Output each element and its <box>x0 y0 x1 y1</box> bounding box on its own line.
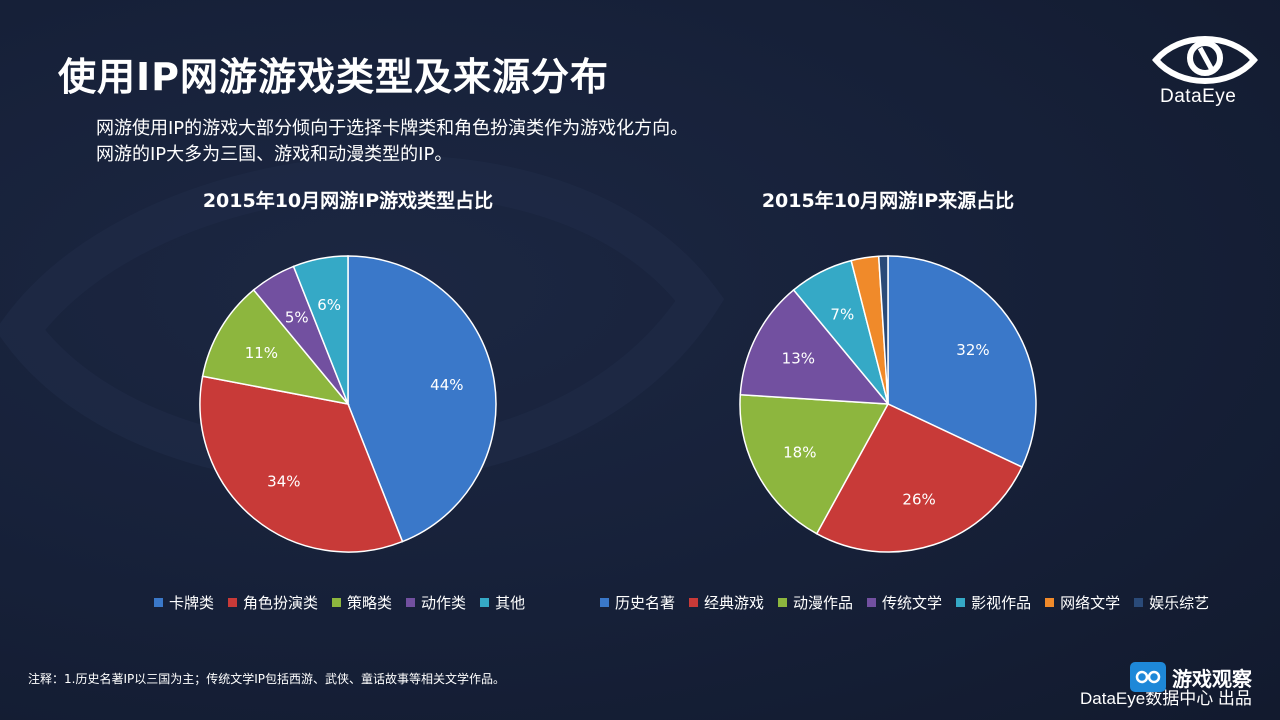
legend-swatch <box>480 598 490 607</box>
credit-text: DataEye数据中心 出品 <box>1080 689 1252 708</box>
pie-slice-历史名著 <box>887 255 1037 469</box>
legend-label: 策略类 <box>347 594 393 612</box>
legend-swatch <box>154 598 163 607</box>
legend-label: 历史名著 <box>615 594 676 612</box>
legend-label: 影视作品 <box>971 594 1032 612</box>
legend-label: 其他 <box>495 594 526 612</box>
pie-data-label: 34% <box>267 473 300 491</box>
legend-item: 网络文学 <box>1045 592 1120 613</box>
legend-label: 娱乐综艺 <box>1149 594 1210 612</box>
chart-2-title: 2015年10月网游IP来源占比 <box>761 190 1015 212</box>
pie-data-label: 13% <box>782 349 815 367</box>
legend-label: 动作类 <box>421 594 467 612</box>
legend-label: 网络文学 <box>1060 594 1121 612</box>
chart-2-legend: 历史名著 经典游戏 动漫作品 传统文学 影视作品 网络文学 娱乐综艺 <box>600 592 1209 613</box>
legend-swatch <box>228 598 238 607</box>
subtitle-line: 网游使用IP的游戏大部分倾向于选择卡牌类和角色扮演类作为游戏化方向。 <box>96 118 689 139</box>
pie-slice-传统文学 <box>739 288 890 405</box>
legend-swatch <box>956 598 966 607</box>
pie-slice-娱乐综艺 <box>877 255 889 405</box>
pie-data-label: 26% <box>902 491 935 509</box>
watermark-logo-icon <box>1130 662 1166 692</box>
legend-swatch <box>867 598 877 607</box>
page-title: 使用IP网游游戏类型及来源分布 <box>58 55 609 99</box>
pie-data-label: 11% <box>245 344 278 362</box>
chart-1-title: 2015年10月网游IP游戏类型占比 <box>202 190 494 212</box>
legend-item: 影视作品 <box>956 592 1031 613</box>
pie-slice-其他 <box>292 255 349 405</box>
legend-item: 角色扮演类 <box>228 592 318 613</box>
chart-1-legend: 卡牌类 角色扮演类 策略类 动作类 其他 <box>154 592 525 613</box>
watermark-text: 游戏观察 <box>1172 666 1252 691</box>
page-subtitle: 网游使用IP的游戏大部分倾向于选择卡牌类和角色扮演类作为游戏化方向。 网游的IP… <box>96 116 688 168</box>
legend-swatch <box>1045 598 1055 607</box>
legend-swatch <box>332 598 342 607</box>
pie-data-label: 5% <box>285 308 309 326</box>
legend-item: 策略类 <box>332 592 392 613</box>
pie-data-label: 6% <box>317 296 341 314</box>
pie-chart-game-type: 44% 34% 11% 5% 6% <box>199 255 497 553</box>
legend-item: 卡牌类 <box>154 592 214 613</box>
legend-item: 经典游戏 <box>689 592 764 613</box>
legend-label: 角色扮演类 <box>243 594 319 612</box>
legend-swatch <box>1134 598 1144 607</box>
legend-swatch <box>689 598 699 607</box>
legend-item: 动漫作品 <box>778 592 853 613</box>
pie-slice-卡牌类 <box>347 255 497 543</box>
legend-label: 动漫作品 <box>793 594 854 612</box>
legend-item: 动作类 <box>406 592 466 613</box>
subtitle-line: 网游的IP大多为三国、游戏和动漫类型的IP。 <box>96 144 453 165</box>
legend-swatch <box>778 598 788 607</box>
pie-chart-ip-source: 32% 26% 18% 13% 7% 3%1% <box>739 246 1037 553</box>
pie-slice-角色扮演类 <box>199 375 404 553</box>
legend-item: 历史名著 <box>600 592 675 613</box>
legend-swatch <box>406 598 416 607</box>
pie-data-label: 18% <box>783 443 816 461</box>
pie-slice-动漫作品 <box>739 393 890 535</box>
legend-item: 娱乐综艺 <box>1134 592 1209 613</box>
pie-slice-策略类 <box>201 288 350 406</box>
legend-swatch <box>600 598 609 607</box>
pie-data-label: 32% <box>956 341 989 359</box>
legend-item: 传统文学 <box>867 592 942 613</box>
logo-text: DataEye <box>1160 86 1237 107</box>
pie-data-label: 1% <box>871 246 895 247</box>
watermark: 游戏观察 <box>1130 660 1266 694</box>
dataeye-eye-logo-icon <box>1152 36 1258 84</box>
pie-data-label: 7% <box>830 305 854 323</box>
legend-label: 经典游戏 <box>704 594 765 612</box>
pie-data-label: 44% <box>430 376 463 394</box>
footnote: 注释：1.历史名著IP以三国为主；传统文学IP包括西游、武侠、童话故事等相关文学… <box>28 672 506 686</box>
legend-item: 其他 <box>480 592 525 613</box>
pie-data-label: 3% <box>850 246 874 249</box>
legend-label: 传统文学 <box>882 594 943 612</box>
legend-label: 卡牌类 <box>169 594 215 612</box>
